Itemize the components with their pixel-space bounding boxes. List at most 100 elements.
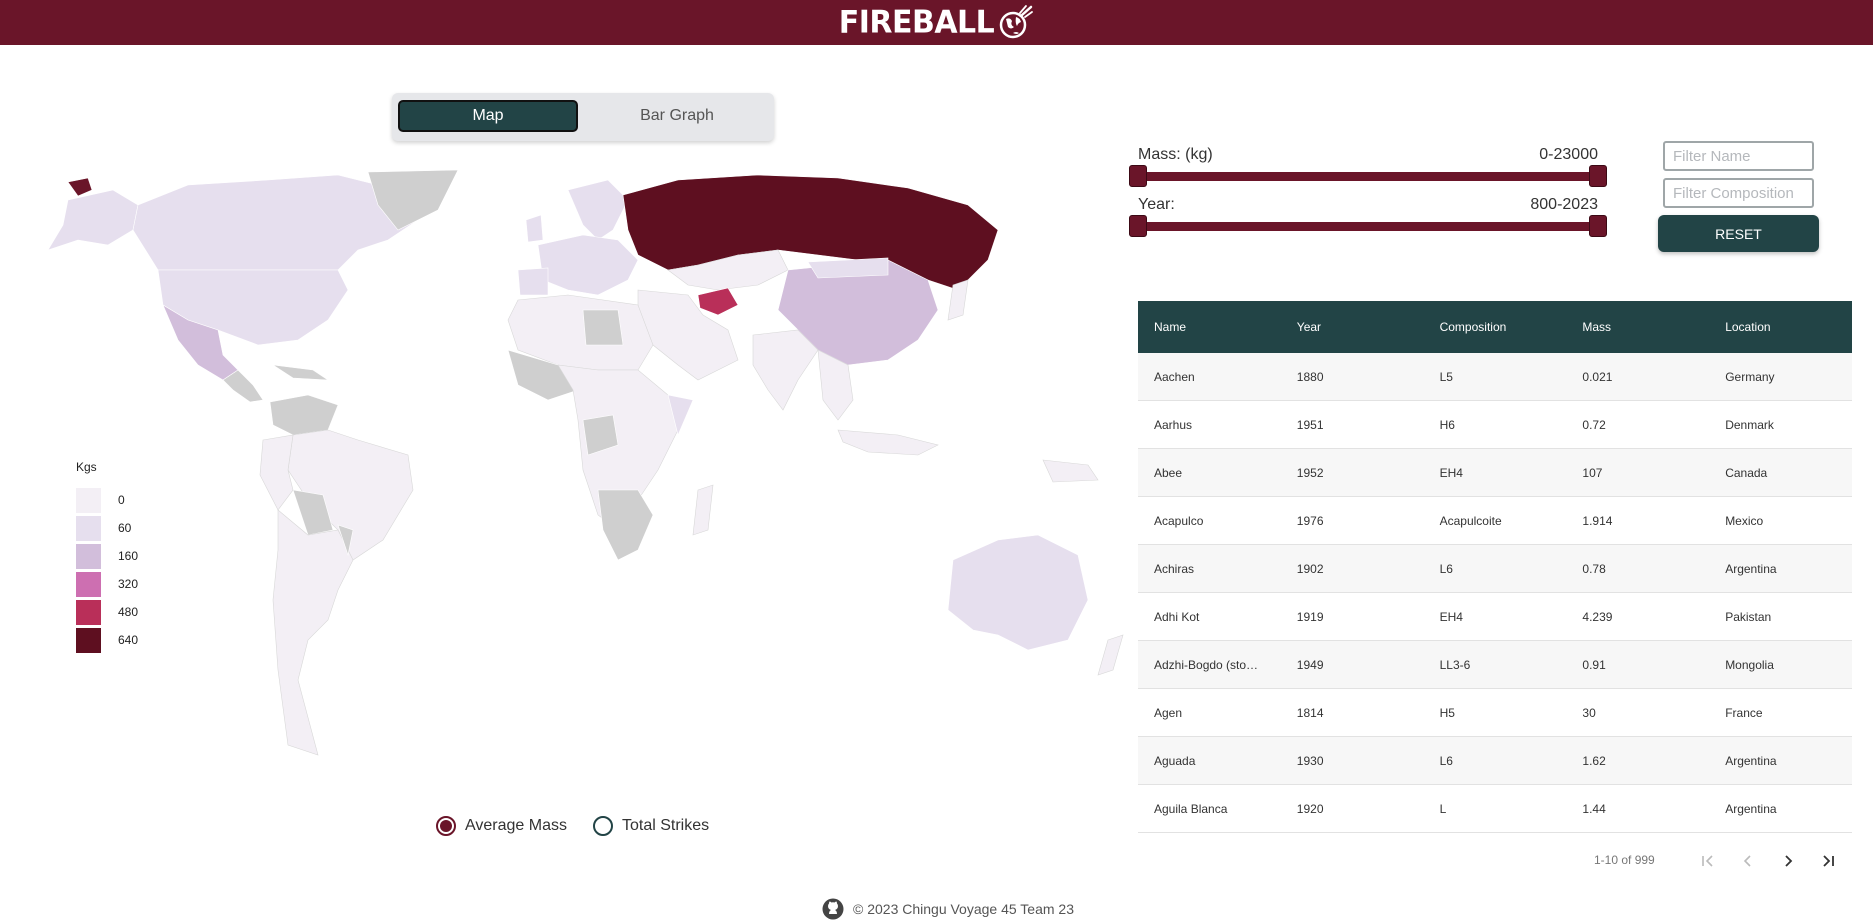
country-greenland-island[interactable] <box>67 177 93 197</box>
filter-composition-input[interactable] <box>1663 178 1814 208</box>
cell-composition: L6 <box>1439 561 1453 576</box>
country-central-america[interactable] <box>222 369 264 403</box>
mass-slider-track[interactable] <box>1129 165 1607 187</box>
legend-item: 320 <box>76 570 138 598</box>
cell-mass: 1.44 <box>1582 801 1606 816</box>
country-iberia[interactable] <box>517 267 549 296</box>
country-scandinavia[interactable] <box>567 179 629 241</box>
last-page-icon[interactable] <box>1816 849 1840 873</box>
country-peru[interactable] <box>259 434 294 511</box>
table-row[interactable]: Adzhi-Bogdo (sto… 1949 LL3-6 0.91 Mongolia <box>1138 641 1852 689</box>
total-strikes-label: Total Strikes <box>621 817 710 834</box>
table-row[interactable]: Aguila Blanca 1920 L 1.44 Argentina <box>1138 785 1852 833</box>
cell-year: 1902 <box>1296 561 1324 576</box>
next-page-icon[interactable] <box>1776 849 1800 873</box>
cell-composition: H6 <box>1439 417 1455 432</box>
bar-graph-view-button[interactable]: Bar Graph <box>640 107 714 124</box>
country-brazil[interactable] <box>287 429 414 561</box>
cell-composition: EH4 <box>1439 465 1463 480</box>
table-row[interactable]: Agen 1814 H5 30 France <box>1138 689 1852 737</box>
cell-name: Acapulco <box>1154 513 1204 528</box>
column-header-location[interactable]: Location <box>1725 320 1771 334</box>
logo[interactable]: FIREBALL <box>839 4 1035 41</box>
first-page-icon[interactable] <box>1696 849 1720 873</box>
cell-mass: 0.021 <box>1582 369 1613 384</box>
cell-location: Canada <box>1725 465 1768 480</box>
country-japan[interactable] <box>947 279 969 321</box>
filter-name-input[interactable] <box>1663 141 1814 171</box>
legend-item: 640 <box>76 626 138 654</box>
country-turkmenistan[interactable] <box>697 287 739 316</box>
cell-name: Aarhus <box>1154 417 1193 432</box>
country-new-zealand[interactable] <box>1097 634 1124 676</box>
table-row[interactable]: Achiras 1902 L6 0.78 Argentina <box>1138 545 1852 593</box>
country-southeast-asia[interactable] <box>817 349 854 421</box>
mass-slider-range: 0-23000 <box>1539 146 1598 163</box>
mass-slider-max-handle[interactable] <box>1589 165 1607 187</box>
reset-button[interactable]: RESET <box>1658 215 1819 252</box>
column-header-name[interactable]: Name <box>1154 320 1187 334</box>
cell-location: France <box>1725 705 1763 720</box>
radio-unchecked-icon[interactable] <box>592 816 613 836</box>
country-bolivia[interactable] <box>292 489 334 536</box>
country-madagascar[interactable] <box>692 484 714 536</box>
year-slider-max-handle[interactable] <box>1589 215 1607 237</box>
legend-item: 0 <box>76 486 138 514</box>
country-libya[interactable] <box>582 309 624 346</box>
cell-composition: L <box>1439 801 1447 816</box>
country-west-africa[interactable] <box>507 349 579 401</box>
cell-location: Argentina <box>1725 753 1777 768</box>
country-somalia[interactable] <box>667 394 694 436</box>
column-header-composition[interactable]: Composition <box>1439 320 1507 334</box>
country-indonesia[interactable] <box>837 429 939 456</box>
country-papua[interactable] <box>1042 459 1099 483</box>
year-slider-block: Year: 800-2023 <box>1129 196 1607 237</box>
legend-title: Kgs <box>76 460 97 474</box>
table-row[interactable]: Adhi Kot 1919 EH4 4.239 Pakistan <box>1138 593 1852 641</box>
year-slider-label: Year: <box>1138 196 1175 213</box>
legend-swatch <box>76 599 101 625</box>
legend-label: 0 <box>118 493 125 507</box>
cell-name: Achiras <box>1154 561 1195 576</box>
country-india[interactable] <box>752 329 819 411</box>
cell-location: Argentina <box>1725 561 1777 576</box>
github-icon[interactable] <box>822 898 844 920</box>
legend-swatch <box>76 571 101 597</box>
cell-year: 1930 <box>1296 753 1324 768</box>
app-header: FIREBALL <box>0 0 1873 45</box>
table-row[interactable]: Aguada 1930 L6 1.62 Argentina <box>1138 737 1852 785</box>
year-slider-min-handle[interactable] <box>1129 215 1147 237</box>
legend-item: 160 <box>76 542 138 570</box>
table-row[interactable]: Aarhus 1951 H6 0.72 Denmark <box>1138 401 1852 449</box>
country-caribbean[interactable] <box>272 364 330 381</box>
country-drc[interactable] <box>582 414 619 456</box>
cell-name: Aguila Blanca <box>1154 801 1228 816</box>
country-mongolia[interactable] <box>807 257 889 279</box>
country-southern-africa[interactable] <box>597 489 654 561</box>
cell-mass: 0.78 <box>1582 561 1606 576</box>
country-greenland[interactable] <box>367 170 459 231</box>
column-header-mass[interactable]: Mass <box>1582 320 1612 334</box>
map-view-button[interactable]: Map <box>398 100 578 132</box>
table-row[interactable]: Acapulco 1976 Acapulcoite 1.914 Mexico <box>1138 497 1852 545</box>
total-strikes-radio[interactable]: Total Strikes <box>592 816 710 836</box>
previous-page-icon[interactable] <box>1736 849 1760 873</box>
fireball-globe-icon <box>1000 4 1034 38</box>
radio-checked-icon[interactable] <box>436 816 456 836</box>
table-row[interactable]: Abee 1952 EH4 107 Canada <box>1138 449 1852 497</box>
mass-slider-min-handle[interactable] <box>1129 165 1147 187</box>
country-venezuela[interactable] <box>269 394 339 436</box>
year-slider-track[interactable] <box>1129 215 1607 237</box>
country-paraguay[interactable] <box>337 524 354 557</box>
table-row[interactable]: Aachen 1880 L5 0.021 Germany <box>1138 353 1852 401</box>
country-argentina[interactable] <box>272 509 354 756</box>
country-alaska[interactable] <box>47 189 139 251</box>
country-australia[interactable] <box>947 534 1089 651</box>
pagination-info: 1-10 of 999 <box>1594 853 1655 867</box>
cell-location: Germany <box>1725 369 1775 384</box>
country-uk[interactable] <box>525 214 544 243</box>
average-mass-radio[interactable]: Average Mass <box>436 816 567 836</box>
cell-composition: L5 <box>1439 369 1453 384</box>
country-europe[interactable] <box>537 234 639 296</box>
column-header-year[interactable]: Year <box>1296 320 1322 334</box>
